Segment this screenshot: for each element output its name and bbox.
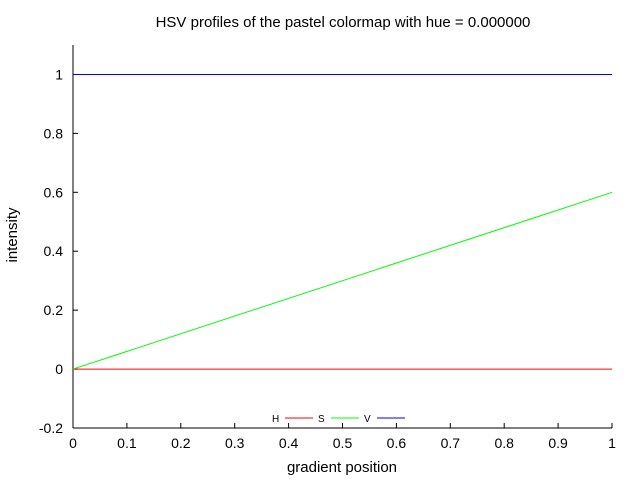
x-tick-label: 0.2 [171,435,191,451]
y-axis-label: intensity [4,207,21,263]
series-line-s [73,192,612,369]
y-tick-label: 0.6 [44,184,64,200]
x-tick-label: 0.5 [333,435,353,451]
x-tick-label: 0.3 [225,435,245,451]
x-ticks: 0 0.1 0.2 0.3 0.4 0.5 0.6 0.7 0.8 0.9 1 [69,423,616,451]
y-ticks: -0.2 0 0.2 0.4 0.6 0.8 1 [39,66,78,436]
y-tick-label: 0 [55,361,63,377]
x-tick-label: 0.7 [441,435,461,451]
x-tick-label: 0.4 [279,435,299,451]
chart-title: HSV profiles of the pastel colormap with… [156,14,531,31]
legend-label-h: H [272,414,279,425]
y-tick-label: 0.2 [44,302,64,318]
y-tick-label: -0.2 [39,420,63,436]
x-axis-label: gradient position [287,459,397,476]
x-tick-label: 0.6 [387,435,407,451]
x-tick-label: 0.1 [117,435,137,451]
series-lines [73,74,612,369]
y-tick-label: 0.4 [44,243,64,259]
x-tick-label: 0.8 [494,435,514,451]
x-tick-label: 0.9 [548,435,568,451]
plot-axes [73,45,612,428]
legend-label-s: S [318,414,325,425]
legend-label-v: V [364,414,371,425]
y-tick-label: 1 [55,66,63,82]
y-tick-label: 0.8 [44,125,64,141]
x-tick-label: 1 [608,435,616,451]
x-tick-label: 0 [69,435,77,451]
